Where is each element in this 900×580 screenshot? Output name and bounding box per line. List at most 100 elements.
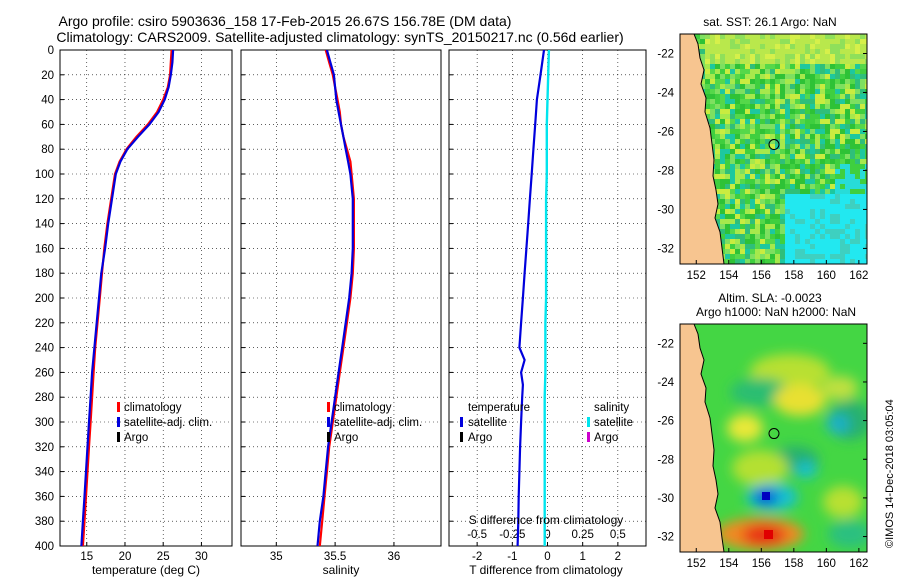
sst-cell: [785, 204, 790, 209]
sst-cell: [830, 149, 835, 154]
sst-cell: [735, 234, 740, 239]
sst-cell: [795, 114, 800, 119]
sst-cell: [860, 154, 865, 159]
depth-tick-label: 320: [35, 442, 54, 454]
sst-cell: [855, 39, 860, 44]
sst-cell: [790, 159, 795, 164]
sst-cell: [780, 54, 785, 59]
sst-cell: [850, 194, 855, 199]
legend-title-salinity: salinity: [594, 402, 629, 414]
sst-cell: [715, 49, 720, 54]
sst-cell: [840, 94, 845, 99]
sla-map-frame: [679, 323, 868, 553]
sst-cell: [780, 184, 785, 189]
sst-cell: [740, 154, 745, 159]
sst-cell: [735, 119, 740, 124]
sst-cell: [725, 99, 730, 104]
sst-cell: [800, 209, 805, 214]
sst-cell: [865, 144, 867, 149]
legend-label-satellite: satellite-adj. clim.: [334, 417, 422, 429]
sst-cell: [820, 84, 825, 89]
sst-cell: [815, 79, 820, 84]
sst-cell: [735, 159, 740, 164]
sst-cell: [720, 79, 725, 84]
sst-cell: [865, 139, 867, 144]
sst-cell: [765, 44, 770, 49]
sst-map-frame: [679, 33, 868, 265]
sst-cell: [735, 194, 740, 199]
sst-cell: [745, 34, 750, 39]
sst-cell: [795, 224, 800, 229]
sst-cell: [765, 199, 770, 204]
sst-cell: [775, 64, 780, 69]
sst-cell: [735, 134, 740, 139]
sst-cell: [795, 94, 800, 99]
sst-cell: [740, 124, 745, 129]
sst-cell: [835, 209, 840, 214]
sst-cell: [800, 149, 805, 154]
sst-cell: [820, 174, 825, 179]
sst-cell: [770, 124, 775, 129]
sst-cell: [840, 219, 845, 224]
sst-cell: [855, 114, 860, 119]
sst-cell: [735, 74, 740, 79]
sst-cell: [830, 59, 835, 64]
sst-cell: [760, 134, 765, 139]
sst-cell: [755, 179, 760, 184]
sst-cell: [750, 214, 755, 219]
sst-cell: [790, 34, 795, 39]
sst-cell: [830, 49, 835, 54]
sst-cell: [835, 254, 840, 259]
sst-cell: [715, 69, 720, 74]
sst-cell: [815, 134, 820, 139]
sst-cell: [820, 194, 825, 199]
sst-cell: [800, 34, 805, 39]
sst-cell: [830, 54, 835, 59]
t-difference-tick-label: 0: [544, 551, 550, 563]
sst-cell: [720, 204, 725, 209]
sst-cell: [720, 154, 725, 159]
sst-cell: [745, 204, 750, 209]
sst-cell: [745, 59, 750, 64]
sst-cell: [855, 54, 860, 59]
sst-cell: [770, 59, 775, 64]
sst-cell: [735, 64, 740, 69]
sst-cell: [730, 59, 735, 64]
sst-cell: [745, 99, 750, 104]
sst-cell: [775, 204, 780, 209]
sst-cell: [740, 39, 745, 44]
sst-cell: [820, 184, 825, 189]
sst-cell: [770, 164, 775, 169]
sst-cell: [770, 99, 775, 104]
sst-cell: [825, 124, 830, 129]
lon-tick-label: 156: [752, 270, 771, 282]
sla-map-title-2: Argo h1000: NaN h2000: NaN: [696, 305, 856, 319]
sst-cell: [740, 79, 745, 84]
sst-cell: [865, 39, 867, 44]
sst-cell: [805, 59, 810, 64]
sst-cell: [800, 194, 805, 199]
sst-cell: [860, 184, 865, 189]
sst-cell: [775, 179, 780, 184]
sst-cell: [810, 249, 815, 254]
sst-cell: [715, 109, 720, 114]
sst-cell: [770, 44, 775, 49]
sst-cell: [780, 99, 785, 104]
sst-cell: [715, 189, 720, 194]
sst-cell: [735, 69, 740, 74]
sst-cell: [855, 79, 860, 84]
sla-peak-high: [764, 530, 773, 539]
sst-cell: [725, 44, 730, 49]
sst-cell: [710, 79, 715, 84]
sst-cell: [840, 239, 845, 244]
sst-cell: [790, 169, 795, 174]
sst-cell: [815, 144, 820, 149]
sst-cell: [840, 174, 845, 179]
sst-cell: [765, 49, 770, 54]
sst-cell: [715, 174, 720, 179]
sst-cell: [745, 64, 750, 69]
sst-cell: [865, 194, 867, 199]
sst-cell: [850, 229, 855, 234]
sst-cell: [810, 244, 815, 249]
sst-cell: [840, 164, 845, 169]
